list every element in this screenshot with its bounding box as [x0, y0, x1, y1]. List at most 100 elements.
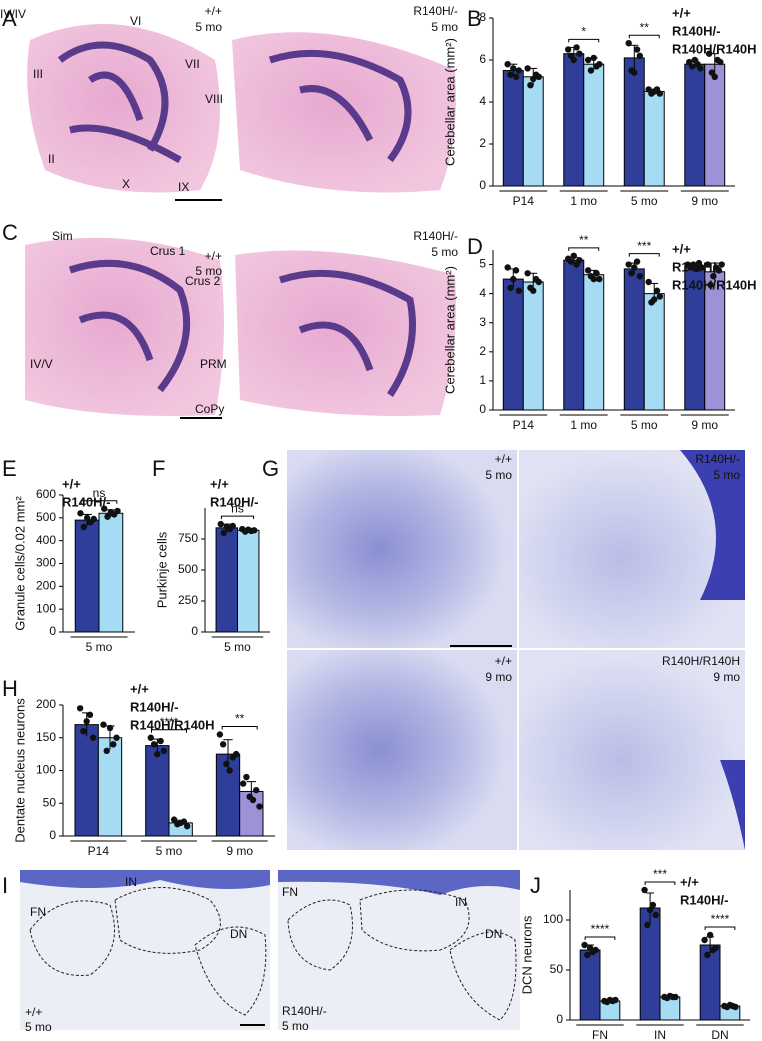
data-point [76, 705, 84, 712]
bar [502, 70, 524, 187]
image [27, 24, 221, 193]
significance-label: ** [579, 233, 589, 247]
data-point [147, 734, 155, 741]
data-point [701, 936, 708, 944]
data-point [641, 886, 648, 894]
image-label: R140H/R140H [662, 654, 740, 668]
image [278, 870, 520, 1030]
significance-label: **** [591, 922, 610, 936]
data-point [113, 734, 120, 741]
data-point [510, 275, 517, 283]
bar [502, 278, 524, 411]
data-point [77, 510, 84, 517]
y-tick-label: 0 [479, 178, 486, 192]
legend-entry: R140H/- [130, 699, 178, 714]
data-point [157, 737, 164, 745]
data-point [103, 747, 110, 755]
panel-letter: D [467, 234, 483, 259]
significance-bracket [704, 926, 736, 930]
bar [563, 53, 585, 187]
legend-entry: R140H/R140H [130, 717, 215, 732]
y-tick-label: 2 [479, 344, 486, 358]
y-tick-label: 300 [36, 556, 56, 570]
x-tick-label: P14 [513, 194, 535, 208]
image-label: Sim [52, 229, 73, 243]
data-point [672, 993, 679, 1001]
data-point [564, 46, 572, 53]
bar [97, 737, 123, 837]
legend-entry: R140H/R140H [672, 277, 757, 292]
significance-label: *** [637, 239, 651, 253]
data-point [612, 996, 619, 1004]
data-point [692, 265, 700, 273]
image-label: FN [282, 885, 298, 899]
data-point [239, 780, 247, 787]
x-tick-label: 5 mo [86, 640, 113, 654]
panel-letter: H [2, 676, 18, 701]
histology-images [20, 10, 745, 1030]
y-tick-label: 0 [191, 624, 198, 638]
image-label: CoPy [195, 402, 224, 416]
data-point [567, 258, 575, 265]
bar [623, 268, 645, 411]
data-point [645, 278, 652, 286]
significance-bracket [221, 725, 258, 730]
bar [522, 76, 544, 187]
image-label: +/+ [495, 452, 512, 466]
image-label: FN [30, 905, 46, 919]
data-point [530, 287, 537, 294]
image-label: +/+ [205, 249, 222, 263]
data-point [631, 264, 638, 271]
data-point [110, 741, 117, 748]
data-point [223, 760, 230, 768]
data-point [649, 901, 657, 909]
data-point [216, 731, 224, 738]
x-tick-label: 5 mo [156, 844, 183, 858]
data-point [256, 803, 263, 810]
outline [29, 887, 517, 1021]
y-tick-label: 8 [479, 10, 486, 24]
image-label: IN [125, 875, 137, 889]
image-label: 5 mo [713, 468, 740, 482]
y-tick-label: 4 [479, 94, 486, 108]
data-point [535, 73, 543, 81]
data-point [243, 773, 250, 781]
image-label: 5 mo [431, 20, 458, 34]
significance-label: * [581, 25, 586, 39]
significance-bracket [628, 253, 660, 257]
y-axis-label: Cerebellar area (mm²) [442, 266, 457, 394]
data-point [576, 50, 583, 57]
y-tick-label: 200 [36, 579, 56, 593]
data-point [507, 71, 514, 78]
data-point [584, 56, 592, 64]
data-point [593, 270, 600, 277]
data-point [100, 721, 107, 728]
significance-bracket [568, 247, 600, 251]
y-tick-label: 50 [550, 962, 564, 976]
panel-letter: I [2, 873, 8, 898]
panel-letter: J [530, 873, 541, 898]
significance-bracket [568, 38, 600, 43]
data-point [596, 60, 603, 68]
data-point [504, 264, 511, 271]
bar [659, 996, 681, 1021]
data-point [524, 65, 531, 72]
image-label: III [33, 67, 43, 81]
significance-label: **** [160, 715, 179, 729]
data-point [217, 520, 224, 528]
image [57, 41, 182, 164]
legend-entry: R140H/- [680, 892, 728, 907]
y-tick-label: 0 [49, 624, 56, 638]
data-point [535, 278, 543, 286]
significance-label: ** [235, 712, 245, 726]
significance-label: ns [93, 486, 106, 500]
y-tick-label: 0 [556, 1012, 563, 1026]
image-label: IV/IV [0, 7, 26, 21]
legend-entry: R140H/- [210, 494, 258, 509]
x-tick-label: IN [654, 1028, 666, 1041]
data-point [587, 67, 595, 74]
bar [623, 57, 645, 187]
bar [74, 724, 99, 837]
image-label: R140H/- [413, 229, 458, 243]
bar [563, 259, 585, 411]
